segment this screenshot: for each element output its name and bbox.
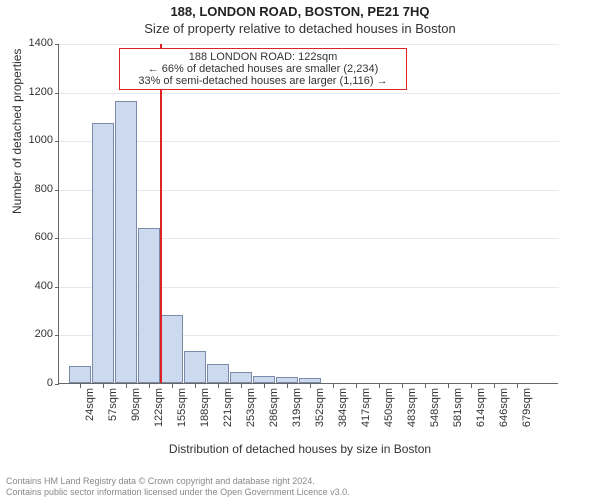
x-tick-label: 155sqm [176, 388, 188, 448]
x-tick [494, 384, 495, 388]
x-tick-label: 286sqm [268, 388, 280, 448]
x-tick-label: 646sqm [498, 388, 510, 448]
x-tick [172, 384, 173, 388]
x-tick [103, 384, 104, 388]
y-tick-label: 200 [13, 328, 53, 340]
page-title: 188, LONDON ROAD, BOSTON, PE21 7HQ [0, 0, 600, 19]
x-tick-label: 581sqm [452, 388, 464, 448]
y-tick [55, 287, 59, 288]
y-tick [55, 238, 59, 239]
x-tick [264, 384, 265, 388]
histogram-bar [115, 101, 137, 383]
x-tick-label: 221sqm [222, 388, 234, 448]
x-tick-label: 614sqm [475, 388, 487, 448]
histogram-bar [299, 378, 321, 383]
histogram-bar [161, 315, 183, 383]
x-tick-label: 679sqm [521, 388, 533, 448]
histogram-bar [184, 351, 206, 383]
x-tick-label: 122sqm [153, 388, 165, 448]
x-tick-label: 417sqm [360, 388, 372, 448]
y-tick-label: 0 [13, 377, 53, 389]
x-tick [218, 384, 219, 388]
gridline [59, 93, 559, 94]
x-tick-label: 253sqm [245, 388, 257, 448]
x-tick [310, 384, 311, 388]
annotation-line: 33% of semi-detached houses are larger (… [126, 75, 400, 87]
x-tick-label: 90sqm [130, 388, 142, 448]
histogram-bar [92, 123, 114, 383]
marker-line [160, 44, 162, 383]
x-tick [333, 384, 334, 388]
x-tick [517, 384, 518, 388]
x-tick-label: 352sqm [314, 388, 326, 448]
y-tick [55, 335, 59, 336]
x-tick [287, 384, 288, 388]
histogram-bar [253, 376, 275, 383]
x-tick [195, 384, 196, 388]
y-tick-label: 1400 [13, 37, 53, 49]
histogram-bar [230, 372, 252, 383]
x-tick [402, 384, 403, 388]
x-tick-label: 319sqm [291, 388, 303, 448]
y-tick [55, 141, 59, 142]
y-tick-label: 800 [13, 183, 53, 195]
y-tick [55, 93, 59, 94]
histogram-bar [207, 364, 229, 383]
y-tick-label: 400 [13, 280, 53, 292]
footer: Contains HM Land Registry data © Crown c… [6, 476, 350, 498]
histogram-bar [276, 377, 298, 383]
x-tick [241, 384, 242, 388]
annotation-line: 188 LONDON ROAD: 122sqm [126, 51, 400, 63]
x-tick [126, 384, 127, 388]
x-tick [448, 384, 449, 388]
x-tick [80, 384, 81, 388]
y-tick-label: 1200 [13, 86, 53, 98]
footer-line-2: Contains public sector information licen… [6, 487, 350, 498]
x-tick [149, 384, 150, 388]
x-tick-label: 483sqm [406, 388, 418, 448]
annotation-line: ← 66% of detached houses are smaller (2,… [126, 63, 400, 75]
x-tick-label: 384sqm [337, 388, 349, 448]
x-tick-label: 188sqm [199, 388, 211, 448]
y-tick [55, 384, 59, 385]
y-tick-label: 600 [13, 231, 53, 243]
x-tick [425, 384, 426, 388]
chart-container: 188, LONDON ROAD, BOSTON, PE21 7HQ Size … [0, 0, 600, 500]
chart-area: 020040060080010001200140024sqm57sqm90sqm… [58, 44, 588, 414]
histogram-bar [138, 228, 160, 383]
footer-line-1: Contains HM Land Registry data © Crown c… [6, 476, 350, 487]
x-tick-label: 57sqm [107, 388, 119, 448]
y-tick [55, 44, 59, 45]
histogram-bar [69, 366, 91, 383]
x-tick-label: 24sqm [84, 388, 96, 448]
page-subtitle: Size of property relative to detached ho… [0, 19, 600, 36]
y-tick [55, 190, 59, 191]
x-tick-label: 548sqm [429, 388, 441, 448]
x-tick [356, 384, 357, 388]
y-tick-label: 1000 [13, 134, 53, 146]
gridline [59, 44, 559, 45]
x-tick-label: 450sqm [383, 388, 395, 448]
x-axis-label: Distribution of detached houses by size … [0, 442, 600, 456]
x-tick [379, 384, 380, 388]
x-tick [471, 384, 472, 388]
plot-region: 020040060080010001200140024sqm57sqm90sqm… [58, 44, 558, 384]
annotation-box: 188 LONDON ROAD: 122sqm← 66% of detached… [119, 48, 407, 90]
